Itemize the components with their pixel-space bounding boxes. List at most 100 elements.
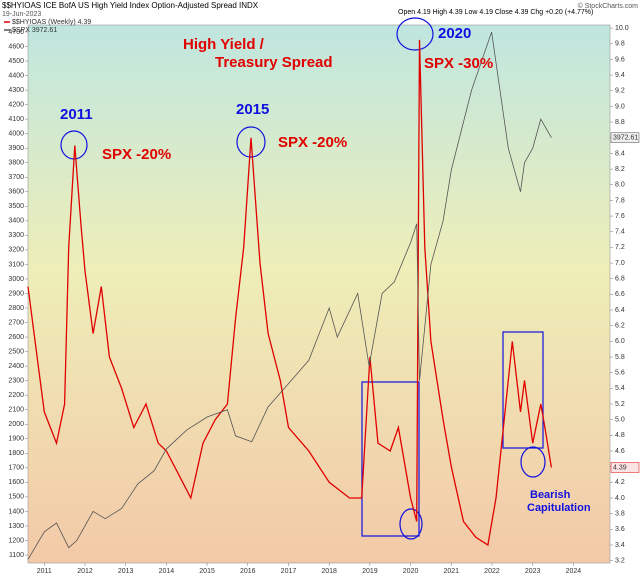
series-line xyxy=(27,31,552,560)
y2-tick-label: 5.4 xyxy=(615,385,625,392)
x-tick-label: 2015 xyxy=(199,568,215,575)
y-tick-label: 4500 xyxy=(8,58,24,65)
y2-tick-label: 9.8 xyxy=(615,41,625,48)
y2-tick-label: 9.0 xyxy=(615,103,625,110)
y-tick-label: 2200 xyxy=(8,392,24,399)
y-tick-label: 2100 xyxy=(8,407,24,414)
y-tick-label: 1300 xyxy=(8,523,24,530)
legend-label: $$HYIOAS (Weekly) 4.39 xyxy=(12,19,91,26)
y-tick-label: 4400 xyxy=(8,72,24,79)
y2-tick-label: 3.8 xyxy=(615,511,625,518)
y-tick-label: 2900 xyxy=(8,290,24,297)
x-tick-label: 2019 xyxy=(362,568,378,575)
x-tick-label: 2020 xyxy=(403,568,419,575)
x-tick-label: 2023 xyxy=(525,568,541,575)
y-tick-label: 4300 xyxy=(8,87,24,94)
y-tick-label: 3700 xyxy=(8,174,24,181)
annotation: High Yield / xyxy=(183,36,265,53)
annotation: SPX -20% xyxy=(278,134,347,151)
y2-tick-label: 8.2 xyxy=(615,166,625,173)
y-tick-label: 4000 xyxy=(8,131,24,138)
x-tick-label: 2012 xyxy=(77,568,93,575)
y-tick-label: 4600 xyxy=(8,43,24,50)
y-tick-label: 4700 xyxy=(8,29,24,36)
x-tick-label: 2011 xyxy=(37,568,52,575)
y2-tick-label: 5.0 xyxy=(615,417,625,424)
y-tick-label: 3100 xyxy=(8,261,24,268)
annotation: 2015 xyxy=(236,101,269,118)
annotation: 2020 xyxy=(438,25,471,42)
y2-tick-label: 9.6 xyxy=(615,56,625,63)
y-tick-label: 2400 xyxy=(8,363,24,370)
y-tick-label: 2300 xyxy=(8,378,24,385)
y-tick-label: 1800 xyxy=(8,450,24,457)
end-tag xyxy=(610,462,640,473)
annotation: 2011 xyxy=(60,106,93,123)
annotation: Treasury Spread xyxy=(215,54,333,71)
credit: © StockCharts.com xyxy=(578,2,639,10)
y2-tick-label: 5.6 xyxy=(615,370,625,377)
y-tick-label: 1100 xyxy=(9,552,24,559)
y2-tick-label: 7.2 xyxy=(615,244,625,251)
end-tag-label: 3972.61 xyxy=(613,134,638,141)
chart-title: $$HYIOAS ICE BofA US High Yield Index Op… xyxy=(2,1,259,10)
y2-tick-label: 6.4 xyxy=(615,307,625,314)
y2-tick-label: 5.8 xyxy=(615,354,625,361)
y2-tick-label: 3.4 xyxy=(615,542,625,549)
y2-tick-label: 6.2 xyxy=(615,323,625,330)
y2-tick-label: 4.8 xyxy=(615,432,625,439)
x-tick-label: 2016 xyxy=(240,568,256,575)
y2-tick-label: 4.2 xyxy=(615,479,625,486)
annotation: SPX -20% xyxy=(102,146,171,163)
plot-area xyxy=(27,24,611,564)
y-tick-label: 1600 xyxy=(8,479,24,486)
y-tick-label: 4100 xyxy=(8,116,24,123)
y2-tick-label: 9.4 xyxy=(615,72,625,79)
y-tick-label: 2500 xyxy=(8,348,24,355)
end-tag xyxy=(610,132,640,143)
y2-tick-label: 6.0 xyxy=(615,338,625,345)
x-tick-label: 2018 xyxy=(321,568,337,575)
y-tick-label: 3900 xyxy=(8,145,24,152)
y-tick-label: 3200 xyxy=(8,247,24,254)
x-tick-label: 2017 xyxy=(281,568,297,575)
y2-tick-label: 8.4 xyxy=(615,150,625,157)
y-tick-label: 3800 xyxy=(8,160,24,167)
y-tick-label: 2800 xyxy=(8,305,24,312)
y2-tick-label: 4.6 xyxy=(615,448,625,455)
x-tick-label: 2021 xyxy=(443,568,459,575)
y-tick-label: 3600 xyxy=(8,189,24,196)
y2-tick-label: 8.0 xyxy=(615,182,625,189)
y-tick-label: 1500 xyxy=(8,494,24,501)
legend-label: $SPX 3972.61 xyxy=(12,27,57,34)
y-tick-label: 1200 xyxy=(8,537,24,544)
y2-tick-label: 9.2 xyxy=(615,88,625,95)
y-tick-label: 3500 xyxy=(8,203,24,210)
y2-tick-label: 8.8 xyxy=(615,119,625,126)
x-tick-label: 2024 xyxy=(566,568,582,575)
y2-tick-label: 7.0 xyxy=(615,260,625,267)
y-tick-label: 3000 xyxy=(8,276,24,283)
end-tag-label: 4.39 xyxy=(613,464,627,471)
series-line xyxy=(27,39,553,547)
date: 19-Jun-2023 xyxy=(2,11,41,18)
y-tick-label: 2700 xyxy=(8,319,24,326)
annotation: Capitulation xyxy=(527,502,591,514)
x-tick-label: 2022 xyxy=(484,568,500,575)
y2-tick-label: 7.6 xyxy=(615,213,625,220)
x-tick-label: 2013 xyxy=(118,568,134,575)
y2-tick-label: 4.0 xyxy=(615,495,625,502)
y-tick-label: 1700 xyxy=(8,465,24,472)
y2-tick-label: 3.2 xyxy=(615,557,625,564)
annotation: Bearish xyxy=(530,489,571,501)
y-tick-label: 2600 xyxy=(8,334,24,341)
y-tick-label: 1900 xyxy=(8,436,24,443)
x-tick-label: 2014 xyxy=(159,568,175,575)
y2-tick-label: 3.6 xyxy=(615,526,625,533)
y2-tick-label: 10.0 xyxy=(615,25,629,32)
y-tick-label: 3400 xyxy=(8,218,24,225)
y2-tick-label: 7.4 xyxy=(615,229,625,236)
y-tick-label: 3300 xyxy=(8,232,24,239)
